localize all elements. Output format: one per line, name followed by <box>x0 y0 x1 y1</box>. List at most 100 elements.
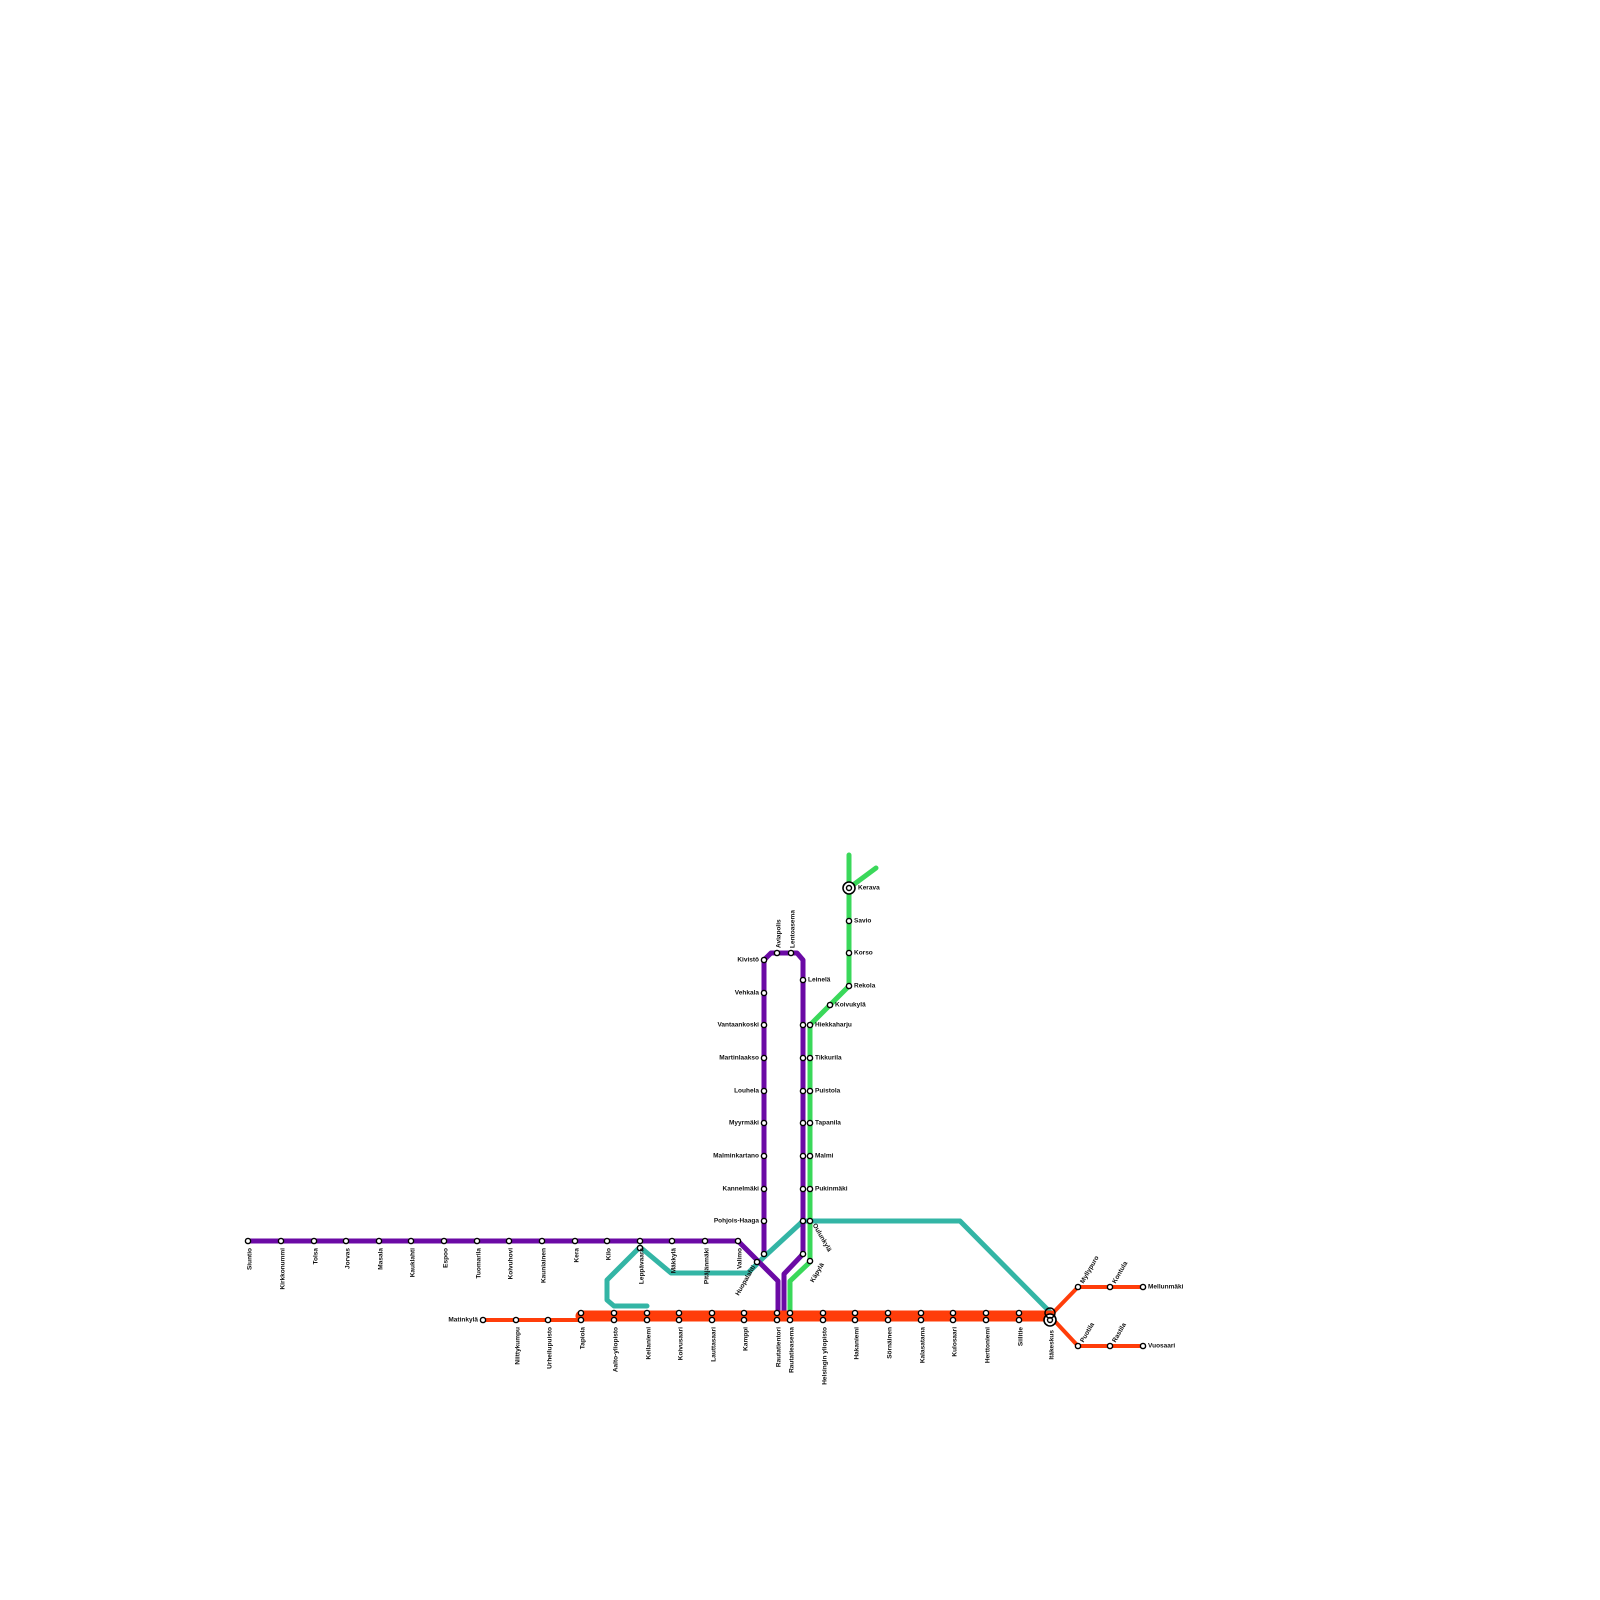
station-label: Tikkurila <box>815 1055 842 1062</box>
station-label: Mäkkylä <box>671 1248 678 1274</box>
lines <box>245 852 1145 1348</box>
station-label: Kulosaari <box>952 1327 959 1357</box>
station-marker <box>949 1309 957 1317</box>
station-marker <box>806 1119 814 1127</box>
station-label: Kamppi <box>743 1327 750 1351</box>
station-marker <box>799 976 807 984</box>
purple-line <box>245 950 806 1321</box>
station-marker <box>473 1237 481 1245</box>
station-marker <box>760 1185 768 1193</box>
station-label: Hiekkaharju <box>815 1022 852 1029</box>
station-marker <box>505 1237 513 1245</box>
station-marker <box>407 1237 415 1245</box>
station-marker <box>799 1021 807 1029</box>
station-marker <box>787 949 795 957</box>
station-marker <box>740 1309 748 1317</box>
station-marker <box>806 1087 814 1095</box>
station-label: Kannelmäki <box>723 1186 760 1193</box>
station-marker <box>806 1217 814 1225</box>
station-marker <box>826 1001 834 1009</box>
station-label: Vantaankoski <box>717 1022 759 1029</box>
station-marker <box>538 1237 546 1245</box>
station-label: Tolsa <box>313 1248 320 1265</box>
station-label: Oulunkylä <box>811 1222 833 1253</box>
station-marker <box>806 1257 814 1265</box>
station-marker <box>845 982 853 990</box>
station-marker <box>643 1316 651 1324</box>
station-marker <box>806 1054 814 1062</box>
station-label: Pitäjänmäki <box>704 1248 711 1284</box>
station-marker <box>917 1316 925 1324</box>
station-marker <box>277 1237 285 1245</box>
station-marker <box>675 1309 683 1317</box>
station-label: Aviapolis <box>776 919 783 948</box>
station-marker <box>440 1237 448 1245</box>
station-marker <box>819 1316 827 1324</box>
station-label: Käpylä <box>809 1262 826 1284</box>
station-marker <box>845 949 853 957</box>
station-marker <box>571 1237 579 1245</box>
station-label: Vehkala <box>735 990 760 997</box>
station-marker <box>610 1309 618 1317</box>
station-label: Kalasatama <box>920 1327 927 1364</box>
station-marker <box>310 1237 318 1245</box>
station-label: Vuosaari <box>1148 1343 1175 1350</box>
station-label: Espoo <box>443 1248 450 1268</box>
station-marker <box>799 1087 807 1095</box>
station-label: Kera <box>574 1248 581 1263</box>
station-marker <box>760 1217 768 1225</box>
station-label: Kauniainen <box>541 1248 548 1283</box>
station-marker <box>884 1316 892 1324</box>
station-label: Savio <box>854 918 871 925</box>
station-label: Rastila <box>1111 1322 1128 1344</box>
station-marker <box>244 1237 252 1245</box>
station-marker <box>884 1309 892 1317</box>
station-marker <box>708 1316 716 1324</box>
station-marker <box>773 1316 781 1324</box>
station-marker <box>819 1309 827 1317</box>
station-label: Tapanila <box>815 1120 841 1127</box>
station-label: Rautatieasema <box>789 1327 796 1373</box>
station-marker <box>773 949 781 957</box>
station-marker <box>1074 1342 1082 1350</box>
station-marker <box>636 1244 644 1252</box>
station-label: Pukinmäki <box>815 1186 848 1193</box>
station-marker <box>982 1316 990 1324</box>
station-label: Malmi <box>815 1153 834 1160</box>
station-label: Kilo <box>606 1248 613 1260</box>
station-marker <box>760 989 768 997</box>
station-label: Valimo <box>737 1248 744 1269</box>
station-label: Tuomarila <box>476 1248 483 1279</box>
station-marker <box>1106 1283 1114 1291</box>
station-marker <box>917 1309 925 1317</box>
station-marker <box>949 1316 957 1324</box>
station-label: Tapiola <box>580 1327 587 1350</box>
station-marker <box>799 1250 807 1258</box>
station-label: Itäkeskus <box>1049 1330 1056 1360</box>
station-marker <box>1139 1283 1147 1291</box>
station-label: Herttoniemi <box>985 1327 992 1363</box>
station-label: Puistola <box>815 1088 841 1095</box>
station-marker <box>845 917 853 925</box>
station-marker <box>799 1152 807 1160</box>
station-marker <box>708 1309 716 1317</box>
station-label: Rekola <box>854 983 876 990</box>
station-label: Lauttasaari <box>711 1327 718 1362</box>
station-marker <box>577 1316 585 1324</box>
station-label: Kerava <box>858 885 880 892</box>
station-marker <box>577 1309 585 1317</box>
station-label: Helsingin yliopisto <box>822 1327 829 1385</box>
station-marker <box>636 1237 644 1245</box>
station-marker <box>851 1309 859 1317</box>
station-marker <box>734 1237 742 1245</box>
stations: Siuntio Kirkkonummi Tolsa Jorvas Masala Kaukl… <box>244 881 1184 1385</box>
station-marker <box>760 1021 768 1029</box>
station-label: Pohjois-Haaga <box>714 1218 760 1225</box>
station-label: Rautatientori <box>776 1327 783 1367</box>
station-label: Myllypuro <box>1079 1255 1100 1285</box>
station-label: Koivukylä <box>835 1002 866 1009</box>
station-marker <box>603 1237 611 1245</box>
station-label: Leinelä <box>808 977 831 984</box>
